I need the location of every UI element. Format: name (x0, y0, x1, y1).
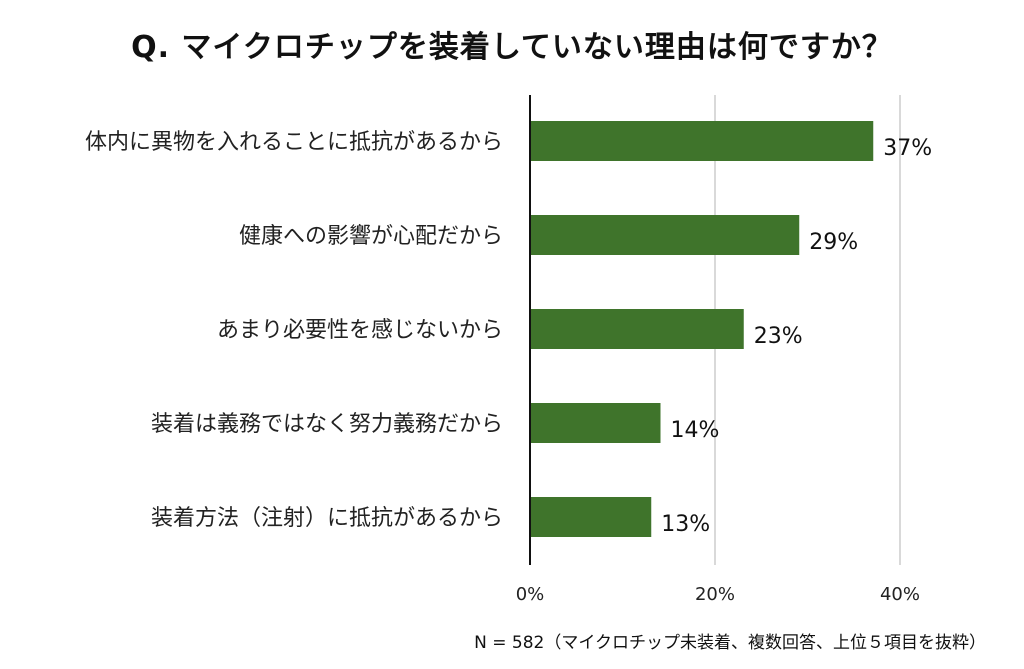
tick-label: 40% (880, 584, 920, 605)
value-label: 29% (809, 230, 858, 255)
tick-label: 20% (695, 584, 735, 605)
bar (531, 121, 874, 161)
category-labels: 体内に異物を入れることに抵抗があるから健康への影響が心配だからあまり必要性を感じ… (85, 130, 503, 531)
bar (531, 215, 800, 255)
value-label: 37% (883, 136, 932, 161)
bar (531, 309, 744, 349)
tick-label: 0% (516, 584, 545, 605)
category-label: 装着方法（注射）に抵抗があるから (151, 506, 503, 531)
bar (531, 497, 652, 537)
category-label: 装着は義務ではなく努力義務だから (151, 412, 503, 437)
category-label: あまり必要性を感じないから (217, 318, 503, 343)
chart-title: Q. マイクロチップを装着していない理由は何ですか？ (131, 30, 893, 65)
x-axis-tick-labels: 0% 20% 40% (516, 584, 920, 605)
value-label: 14% (671, 418, 720, 443)
category-label: 健康への影響が心配だから (239, 224, 503, 249)
value-label: 23% (754, 324, 803, 349)
category-label: 体内に異物を入れることに抵抗があるから (85, 130, 503, 155)
bar (531, 403, 661, 443)
value-labels: 37% 29% 23% 14% 13% (661, 136, 932, 537)
sample-note: N = 582（マイクロチップ未装着、複数回答、上位５項目を抜粋） (474, 633, 986, 653)
value-label: 13% (661, 512, 710, 537)
bars (531, 121, 874, 537)
